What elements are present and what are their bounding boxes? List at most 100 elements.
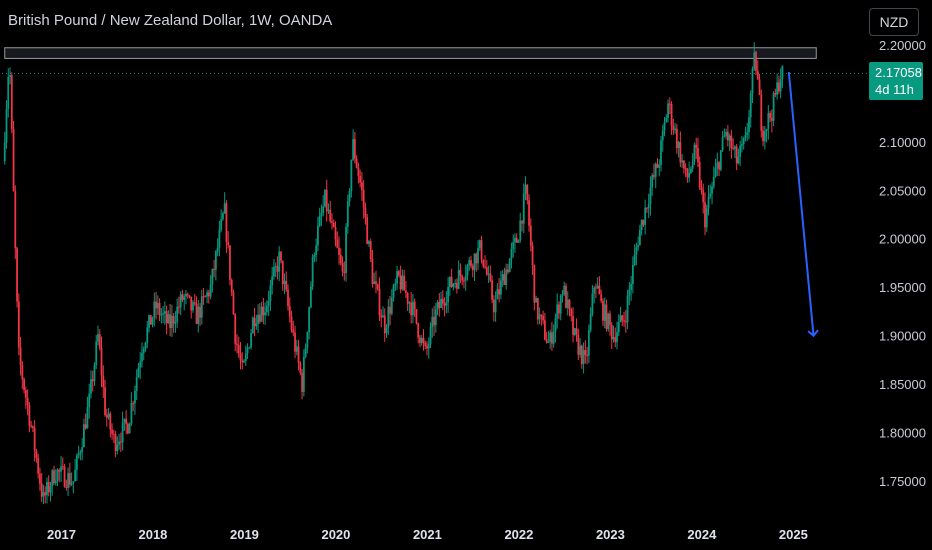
candle-body [704, 202, 706, 228]
candle-body [10, 75, 13, 129]
candle-body [193, 302, 196, 304]
candle-body [311, 257, 314, 287]
candle-body [63, 466, 66, 487]
candle-body [748, 117, 750, 133]
candle-body [635, 247, 638, 255]
projection-arrow[interactable] [787, 71, 819, 338]
candle-body [709, 193, 712, 197]
time-axis-tick: 2024 [687, 527, 717, 542]
candle-body [112, 433, 115, 435]
candle-body [679, 142, 682, 163]
candle-body [246, 347, 249, 354]
candle-body [499, 280, 502, 295]
candle-body [403, 275, 406, 291]
candle-body [433, 316, 435, 326]
candle-body [725, 131, 728, 136]
candle-body [691, 162, 694, 169]
candle-body [681, 160, 684, 163]
candle-body [267, 300, 270, 306]
candle-body [767, 113, 770, 129]
candle-body [276, 266, 279, 272]
time-axis[interactable]: 2017 2018 2019 2020 2021 2022 2023 2024 2025 [47, 527, 808, 542]
candle-body [392, 285, 395, 298]
candle-body [774, 93, 777, 95]
candle-body [640, 220, 643, 231]
candle-body [81, 447, 84, 453]
candle-body [554, 318, 557, 332]
candle-body [543, 320, 546, 340]
candle-body [410, 302, 413, 316]
candle-body [394, 283, 397, 286]
candle-body [730, 135, 733, 148]
candle-body [471, 266, 474, 270]
candle-body [561, 294, 564, 296]
candle-body [371, 258, 374, 285]
candle-body [422, 337, 425, 343]
candle-body [207, 292, 210, 297]
price-axis-tick: 2.20000 [879, 38, 926, 53]
candle-body [718, 162, 720, 170]
candle-body [149, 315, 152, 325]
candle-body [536, 298, 539, 320]
candle-body [614, 337, 617, 343]
candle-body [258, 314, 261, 322]
candle-body [209, 284, 212, 297]
candle-body [521, 220, 523, 224]
candle-body [473, 253, 476, 270]
candle-body [158, 303, 161, 316]
candle-body [83, 424, 85, 448]
candle-body [98, 334, 101, 349]
candle-body [178, 306, 180, 308]
price-axis[interactable]: 2.20000 2.10000 2.05000 2.00000 1.95000 1.900… [879, 38, 926, 489]
candle-body [570, 309, 573, 317]
last-price-value: 2.17058 [875, 65, 922, 80]
candle-body [114, 434, 117, 452]
candle-body [776, 82, 779, 95]
resistance-zone[interactable] [4, 47, 817, 59]
candle-body [512, 242, 515, 250]
candle-body [624, 321, 627, 323]
candle-body [324, 189, 326, 207]
time-axis-tick: 2022 [504, 527, 533, 542]
candle-body [514, 237, 516, 243]
candle-body [243, 360, 245, 363]
candle-body [21, 364, 24, 380]
candle-body [39, 473, 41, 484]
candle-body [285, 280, 288, 290]
candle-body [665, 117, 668, 123]
price-axis-tick: 2.05000 [879, 183, 926, 198]
candle-body [125, 418, 128, 424]
candle-body [621, 315, 624, 321]
candle-body [195, 303, 198, 324]
candle-body [466, 265, 469, 276]
candle-body [573, 328, 576, 335]
candle-body [262, 306, 265, 316]
candle-body [322, 206, 325, 214]
candle-body [638, 230, 641, 246]
candle-body [295, 346, 298, 352]
candle-body [199, 306, 201, 318]
candle-body [667, 103, 669, 118]
candle-body [658, 165, 661, 168]
candle-body [688, 173, 691, 178]
candle-body [156, 303, 159, 309]
candle-body [558, 304, 560, 314]
candle-body [269, 285, 272, 301]
candle-body [213, 269, 216, 271]
candle-body [359, 175, 362, 183]
candle-body [556, 304, 559, 319]
candle-body [339, 254, 342, 263]
candle-body [146, 327, 149, 343]
candle-body [654, 163, 657, 177]
candle-body [580, 345, 583, 364]
currency-selector-button[interactable]: NZD [869, 8, 919, 36]
candle-body [732, 147, 735, 149]
candle-body [16, 248, 18, 302]
candle-body [301, 372, 303, 392]
candle-body [470, 260, 472, 267]
candle-body [596, 285, 599, 289]
candle-body [719, 150, 722, 170]
candle-body [373, 281, 376, 285]
candle-body [132, 403, 135, 405]
